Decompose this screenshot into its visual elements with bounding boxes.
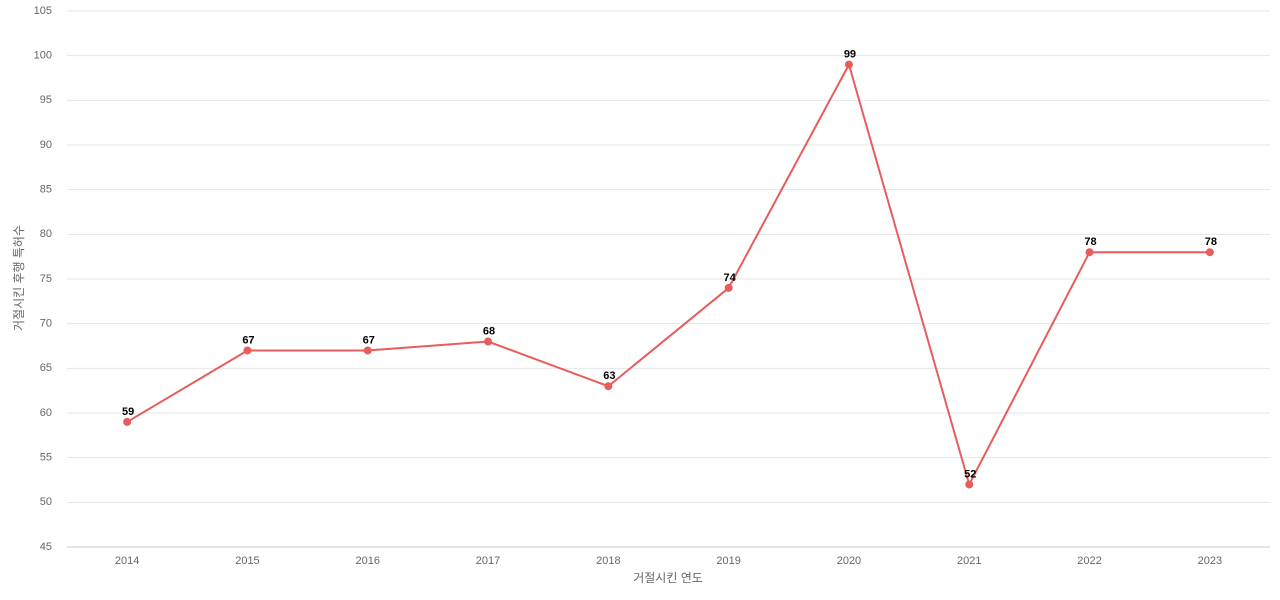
y-tick-label: 95 (40, 94, 52, 106)
data-label: 59 (122, 406, 134, 418)
point (123, 417, 132, 426)
y-tick-label: 100 (34, 50, 52, 62)
y-tick-label: 75 (40, 273, 52, 285)
y-tick-label: 105 (34, 5, 52, 17)
y-tick-label: 60 (40, 407, 52, 419)
y-tick-label: 85 (40, 184, 52, 196)
data-label: 67 (363, 334, 375, 346)
x-tick-label: 2019 (716, 555, 740, 567)
data-label: 74 (724, 272, 737, 284)
x-tick-label: 2016 (356, 555, 380, 567)
x-tick-label: 2021 (957, 555, 981, 567)
point (1205, 248, 1214, 257)
data-label: 78 (1084, 236, 1096, 248)
line (126, 61, 1210, 488)
y-axis-title: 거절시킨 후행 특허수 (11, 225, 26, 331)
point (604, 382, 613, 391)
data-label: 67 (242, 334, 254, 346)
x-tick-label: 2020 (837, 555, 861, 567)
data-label: 99 (844, 49, 856, 61)
y-tick-label: 45 (40, 541, 52, 553)
data-label: 63 (603, 370, 615, 382)
data-label: 68 (483, 325, 495, 337)
point (243, 346, 252, 355)
point (1085, 248, 1094, 257)
x-tick-label: 2014 (115, 555, 139, 567)
point (844, 60, 853, 69)
point (363, 346, 372, 355)
x-tick-label: 2017 (476, 555, 500, 567)
data-label: 78 (1205, 236, 1217, 248)
x-tick-label: 2023 (1198, 555, 1222, 567)
point (724, 283, 733, 292)
x-axis-title: 거절시킨 연도 (633, 571, 703, 585)
y-tick-label: 65 (40, 362, 52, 374)
y-tick-label: 70 (40, 318, 52, 330)
y-tick-label: 80 (40, 228, 52, 240)
x-tick-label: 2022 (1077, 555, 1101, 567)
point (965, 480, 974, 489)
y-tick-label: 55 (40, 452, 52, 464)
x-tick-label: 2015 (235, 555, 259, 567)
x-tick-label: 2018 (596, 555, 620, 567)
y-tick-label: 90 (40, 139, 52, 151)
point (484, 337, 493, 346)
data-label: 52 (964, 468, 976, 480)
y-tick-label: 50 (40, 496, 52, 508)
